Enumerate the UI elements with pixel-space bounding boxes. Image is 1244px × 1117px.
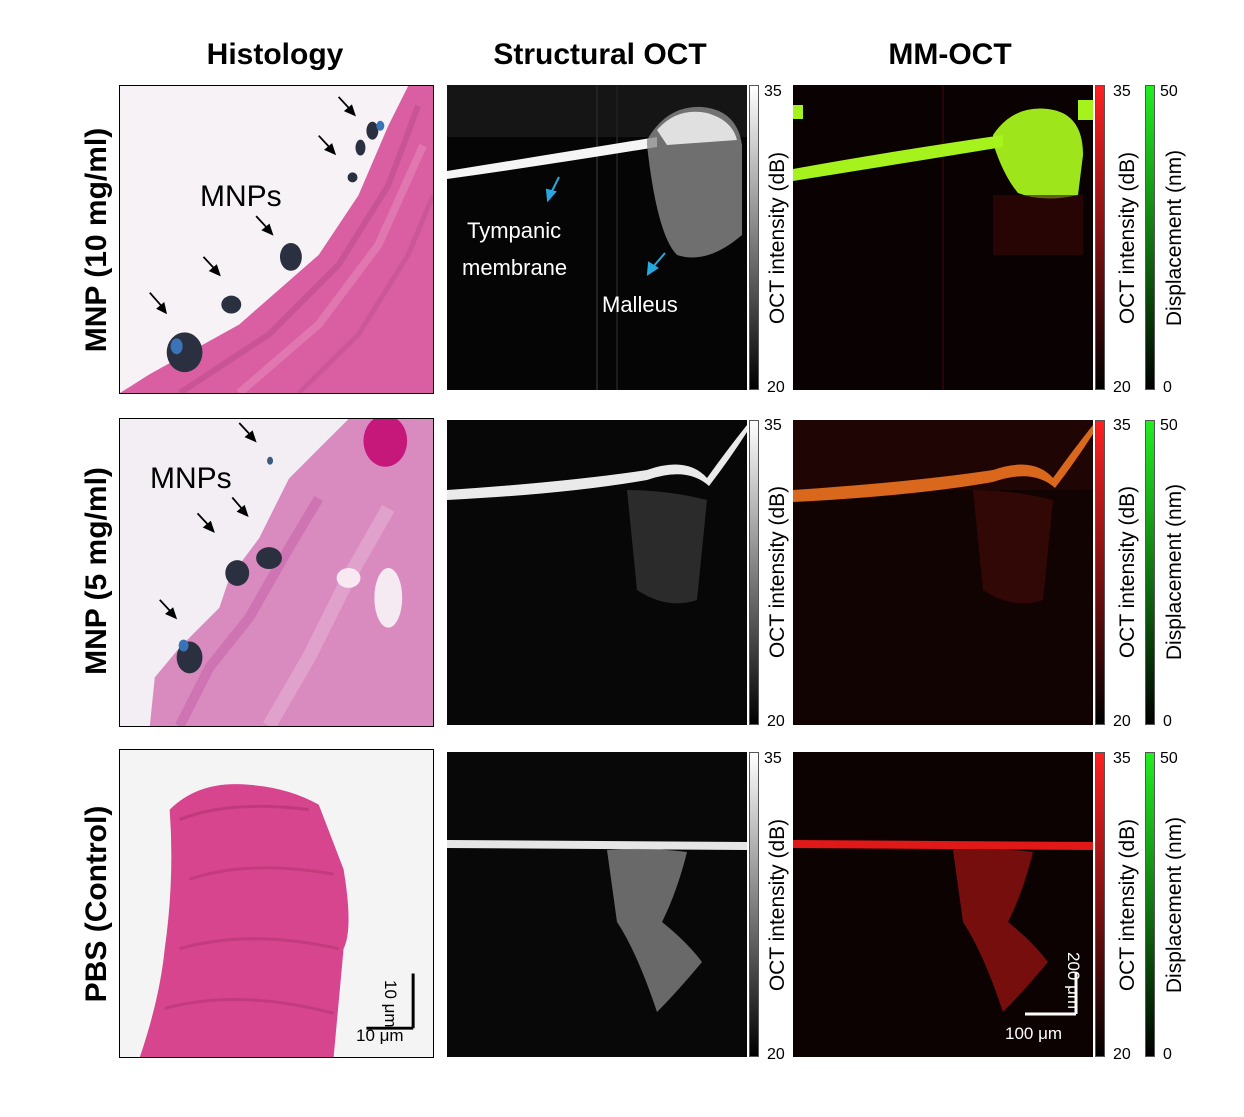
tick-oct-max-mm-row2: 35	[1113, 417, 1131, 434]
colorbar-displacement-row1	[1145, 85, 1155, 390]
annotation-mnps-row1: MNPs	[200, 180, 282, 213]
colorbar-oct-mm-row1	[1095, 85, 1105, 390]
tick-disp-min-row3: 0	[1163, 1046, 1172, 1063]
tick-oct-min-structural-row1: 20	[767, 379, 785, 396]
tick-disp-min-row2: 0	[1163, 713, 1172, 730]
annotation-mnps-row2: MNPs	[150, 462, 232, 495]
tick-oct-max-mm-row1: 35	[1113, 83, 1131, 100]
colorbar-label-oct-mm-row3: OCT intensity (dB)	[1116, 818, 1139, 992]
tick-oct-min-structural-row3: 20	[767, 1046, 785, 1063]
colorbar-label-oct-mm-row1: OCT intensity (dB)	[1116, 151, 1139, 325]
col-title-mm-oct: MM-OCT	[888, 38, 1012, 71]
tick-disp-min-row1: 0	[1163, 379, 1172, 396]
row-label-mnp-5: MNP (5 mg/ml)	[80, 467, 113, 675]
row-label-mnp-10: MNP (10 mg/ml)	[80, 127, 113, 353]
colorbar-label-displacement-row2: Displacement (nm)	[1163, 483, 1186, 661]
tick-oct-max-structural-row2: 35	[764, 417, 782, 434]
tick-oct-max-structural-row1: 35	[764, 83, 782, 100]
tick-oct-min-mm-row1: 20	[1113, 379, 1131, 396]
structural-oct-panel-row3	[447, 752, 747, 1057]
annotation-tympanic-line2: membrane	[462, 255, 568, 280]
tick-disp-max-row2: 50	[1160, 417, 1178, 434]
annotation-malleus: Malleus	[602, 292, 678, 317]
scale-label-histo-vertical: 10 μm	[381, 980, 400, 1028]
tick-disp-max-row1: 50	[1160, 83, 1178, 100]
colorbar-oct-mm-row3	[1095, 752, 1105, 1057]
scale-label-histo-horizontal: 10 μm	[356, 1026, 404, 1045]
tick-oct-min-structural-row2: 20	[767, 713, 785, 730]
col-title-structural-oct: Structural OCT	[493, 38, 707, 71]
colorbar-displacement-row2	[1145, 420, 1155, 725]
mm-oct-panel-row1	[793, 85, 1093, 390]
tick-disp-max-row3: 50	[1160, 750, 1178, 767]
col-title-histology: Histology	[206, 38, 344, 71]
tick-oct-max-mm-row3: 35	[1113, 750, 1131, 767]
tick-oct-min-mm-row3: 20	[1113, 1046, 1131, 1063]
colorbar-label-displacement-row3: Displacement (nm)	[1163, 816, 1186, 994]
scale-label-oct-horizontal: 100 μm	[1005, 1024, 1063, 1043]
histology-panel-row3: 10 μm 10 μm	[119, 749, 434, 1058]
structural-oct-panel-row2	[447, 420, 747, 725]
histology-panel-row2: MNPs	[119, 418, 434, 727]
annotation-tympanic-line1: Tympanic	[467, 218, 562, 243]
colorbar-label-oct-structural-row1: OCT intensity (dB)	[766, 151, 789, 325]
tick-oct-max-structural-row3: 35	[764, 750, 782, 767]
row-label-pbs-control: PBS (Control)	[80, 805, 113, 1003]
colorbar-oct-structural-row1	[749, 85, 759, 390]
colorbar-oct-mm-row2	[1095, 420, 1105, 725]
structural-oct-panel-row1: Tympanic membrane Malleus	[447, 85, 747, 390]
colorbar-label-oct-mm-row2: OCT intensity (dB)	[1116, 485, 1139, 659]
colorbar-label-displacement-row1: Displacement (nm)	[1163, 149, 1186, 327]
colorbar-label-oct-structural-row3: OCT intensity (dB)	[766, 818, 789, 992]
tick-oct-min-mm-row2: 20	[1113, 713, 1131, 730]
scale-label-oct-vertical: 200 μm	[1064, 952, 1083, 1010]
colorbar-label-oct-structural-row2: OCT intensity (dB)	[766, 485, 789, 659]
colorbar-oct-structural-row2	[749, 420, 759, 725]
colorbar-oct-structural-row3	[749, 752, 759, 1057]
histology-panel-row1: MNPs	[119, 85, 434, 394]
colorbar-displacement-row3	[1145, 752, 1155, 1057]
mm-oct-panel-row3: 100 μm 200 μm	[793, 752, 1093, 1057]
mm-oct-panel-row2	[793, 420, 1093, 725]
